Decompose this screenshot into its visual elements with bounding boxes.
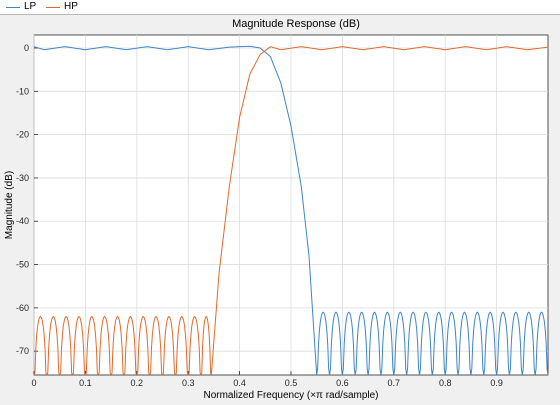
grid (33, 35, 548, 375)
x-tick-label: 0.5 (285, 378, 298, 388)
chart-title: Magnitude Response (dB) (232, 18, 360, 30)
x-tick-label: 0.9 (490, 378, 503, 388)
legend-label-lp: LP (24, 1, 37, 12)
y-tick-label: -20 (16, 130, 29, 140)
y-tick-label: -60 (16, 303, 29, 313)
x-tick-label: 0.8 (439, 378, 452, 388)
axis-ticks: 0 0.1 0.2 0.3 0.4 0.5 0.6 0.7 0.8 0.9 0 -10 -20 -30 -4… (16, 43, 503, 388)
legend-label-hp: HP (64, 1, 78, 12)
x-tick-label: 0.6 (336, 378, 349, 388)
x-tick-label: 0.1 (79, 378, 92, 388)
y-tick-label: -30 (16, 173, 29, 183)
series-line-hp[interactable] (33, 46, 549, 377)
y-tick-label: -10 (16, 86, 29, 96)
series-line-lp[interactable] (33, 45, 549, 376)
x-tick-label: 0.7 (388, 378, 401, 388)
series-group (33, 45, 549, 377)
legend-item-lp[interactable]: LP (6, 0, 56, 14)
legend-swatch-lp (6, 7, 20, 8)
legend-item-hp[interactable]: HP (46, 0, 96, 14)
x-tick-label: 0.2 (131, 378, 144, 388)
y-tick-label: -40 (16, 216, 29, 226)
y-tick-label: -70 (16, 346, 29, 356)
y-tick-label: -50 (16, 260, 29, 270)
y-axis-label: Magnitude (dB) (4, 171, 15, 239)
y-tick-label: 0 (24, 43, 29, 53)
x-axis-label: Normalized Frequency (×π rad/sample) (203, 390, 378, 401)
legend-swatch-hp (46, 7, 60, 8)
x-tick-label: 0.4 (233, 378, 246, 388)
x-tick-label: 0 (31, 378, 36, 388)
legend: LP HP (0, 0, 560, 15)
x-tick-label: 0.3 (182, 378, 195, 388)
